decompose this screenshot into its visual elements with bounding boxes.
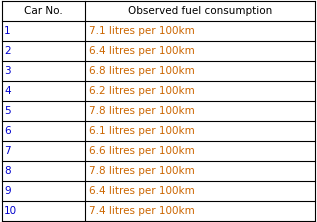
Text: 10: 10 bbox=[4, 206, 17, 216]
Text: 7.1 litres per 100km: 7.1 litres per 100km bbox=[88, 26, 194, 36]
Text: 6.4 litres per 100km: 6.4 litres per 100km bbox=[88, 186, 194, 196]
Text: 7.4 litres per 100km: 7.4 litres per 100km bbox=[88, 206, 194, 216]
Text: 6.2 litres per 100km: 6.2 litres per 100km bbox=[88, 86, 194, 96]
Text: 4: 4 bbox=[4, 86, 11, 96]
Text: 8: 8 bbox=[4, 166, 11, 176]
Text: Observed fuel consumption: Observed fuel consumption bbox=[128, 6, 272, 16]
Text: 5: 5 bbox=[4, 106, 11, 116]
Text: Car No.: Car No. bbox=[24, 6, 62, 16]
Text: 6.4 litres per 100km: 6.4 litres per 100km bbox=[88, 46, 194, 56]
Text: 6: 6 bbox=[4, 126, 11, 136]
Text: 7: 7 bbox=[4, 146, 11, 156]
Text: 2: 2 bbox=[4, 46, 11, 56]
Text: 6.1 litres per 100km: 6.1 litres per 100km bbox=[88, 126, 194, 136]
Text: 7.8 litres per 100km: 7.8 litres per 100km bbox=[88, 106, 194, 116]
Text: 6.6 litres per 100km: 6.6 litres per 100km bbox=[88, 146, 194, 156]
Text: 9: 9 bbox=[4, 186, 11, 196]
Text: 3: 3 bbox=[4, 66, 11, 76]
Text: 1: 1 bbox=[4, 26, 11, 36]
Text: 6.8 litres per 100km: 6.8 litres per 100km bbox=[88, 66, 194, 76]
Text: 7.8 litres per 100km: 7.8 litres per 100km bbox=[88, 166, 194, 176]
